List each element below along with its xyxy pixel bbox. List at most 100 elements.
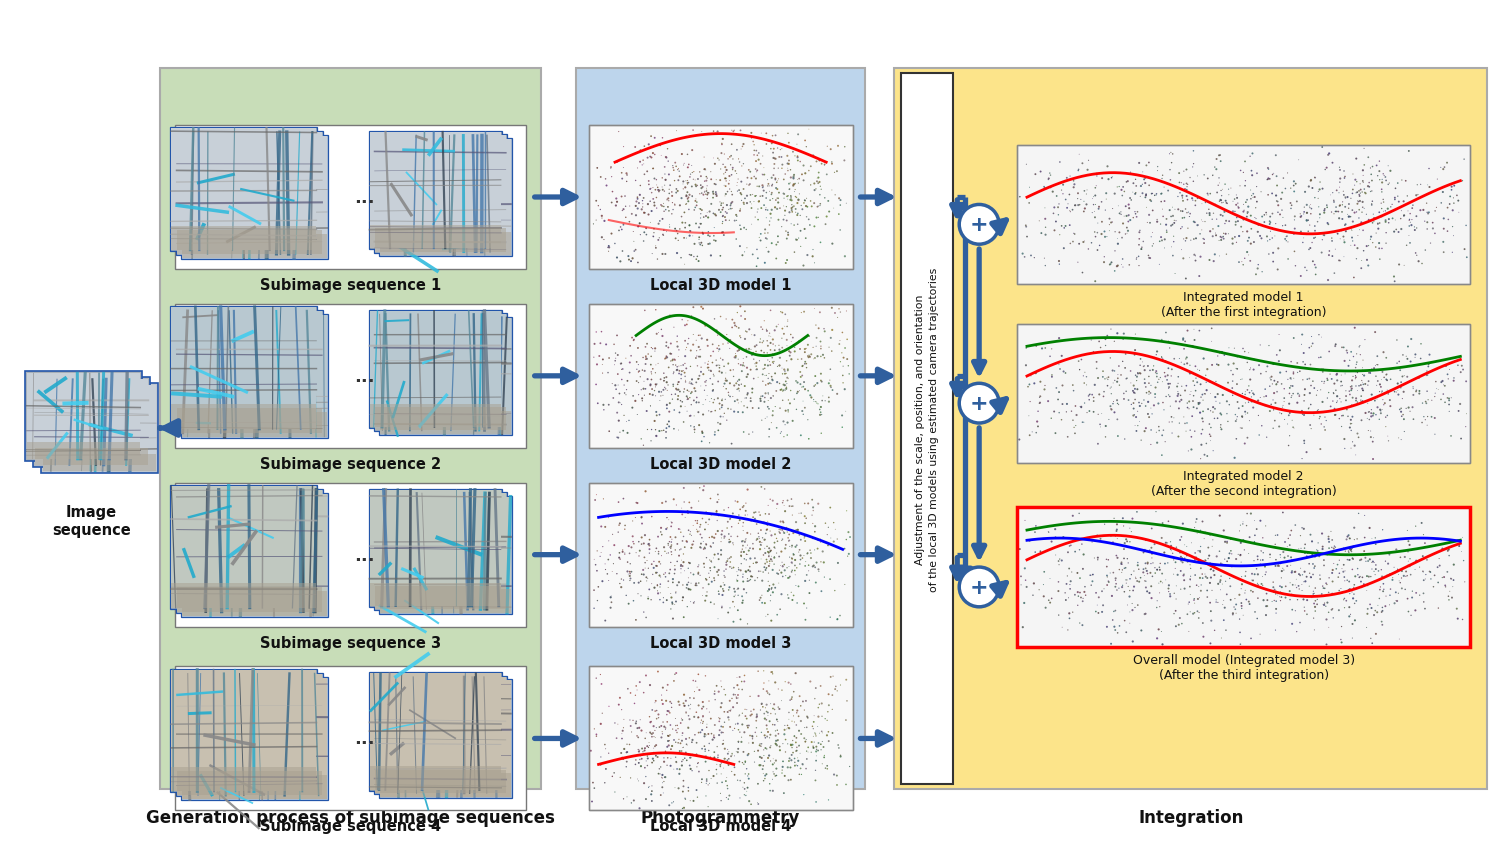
- Point: [645, 378, 669, 392]
- Point: [686, 756, 709, 769]
- Point: [818, 392, 842, 405]
- Point: [1144, 189, 1168, 202]
- Point: [592, 557, 616, 571]
- Point: [676, 572, 700, 585]
- Point: [1022, 577, 1046, 590]
- Point: [1208, 397, 1231, 410]
- Point: [1202, 169, 1225, 183]
- Point: [1218, 572, 1242, 585]
- Point: [1128, 367, 1152, 380]
- Point: [638, 533, 662, 547]
- Point: [1228, 421, 1252, 435]
- Point: [1101, 364, 1125, 378]
- Point: [1096, 371, 1120, 385]
- Point: [1168, 583, 1192, 596]
- Point: [1050, 380, 1074, 393]
- Point: [1198, 188, 1222, 201]
- Point: [681, 537, 705, 551]
- Point: [1172, 568, 1196, 582]
- Point: [1226, 215, 1250, 229]
- Point: [723, 495, 747, 508]
- Point: [1342, 581, 1366, 595]
- Point: [818, 377, 842, 391]
- Point: [690, 236, 714, 250]
- Point: [716, 705, 740, 719]
- Point: [672, 688, 696, 702]
- Point: [800, 735, 824, 749]
- Point: [778, 164, 802, 177]
- Point: [754, 524, 778, 537]
- Point: [600, 171, 624, 184]
- Point: [1263, 538, 1287, 552]
- Point: [1348, 348, 1372, 362]
- Point: [1260, 357, 1284, 371]
- Point: [1092, 583, 1116, 596]
- Point: [1450, 613, 1474, 627]
- Point: [620, 725, 644, 739]
- Point: [1310, 363, 1334, 376]
- Point: [664, 666, 688, 680]
- Point: [1238, 363, 1262, 377]
- Point: [772, 188, 796, 201]
- Point: [663, 563, 687, 577]
- Point: [798, 194, 822, 208]
- Point: [1080, 206, 1104, 220]
- Point: [804, 395, 828, 409]
- Point: [1288, 365, 1312, 379]
- Point: [821, 384, 844, 397]
- Point: [1134, 575, 1158, 589]
- Point: [1404, 519, 1428, 533]
- Point: [624, 717, 648, 730]
- Point: [754, 201, 778, 215]
- Point: [690, 713, 714, 727]
- Point: [609, 703, 633, 717]
- Point: [1334, 574, 1358, 588]
- Point: [1288, 569, 1312, 583]
- Point: [804, 763, 828, 777]
- Point: [1317, 572, 1341, 585]
- Point: [750, 202, 774, 216]
- Point: [770, 534, 794, 548]
- Point: [591, 492, 615, 506]
- Point: [651, 229, 675, 242]
- Point: [1137, 209, 1161, 223]
- Point: [1182, 158, 1206, 171]
- Point: [692, 303, 715, 316]
- Point: [1130, 397, 1154, 411]
- Point: [632, 206, 656, 220]
- Point: [774, 367, 798, 380]
- Point: [1136, 408, 1160, 421]
- Point: [1299, 207, 1323, 221]
- Point: [718, 390, 742, 403]
- Point: [1248, 229, 1272, 243]
- Point: [639, 400, 663, 414]
- Point: [1371, 194, 1395, 207]
- Point: [672, 364, 696, 378]
- Point: [1164, 395, 1188, 409]
- Point: [1383, 276, 1407, 289]
- Point: [783, 233, 807, 247]
- Point: [1316, 374, 1340, 387]
- Point: [772, 168, 796, 182]
- Point: [656, 511, 680, 525]
- Point: [788, 689, 812, 703]
- Point: [1216, 215, 1240, 229]
- Point: [602, 766, 625, 780]
- Point: [688, 170, 712, 183]
- Point: [1089, 195, 1113, 209]
- Point: [675, 193, 699, 206]
- Point: [1394, 550, 1417, 564]
- Point: [1131, 165, 1155, 179]
- Point: [648, 577, 672, 591]
- Point: [638, 537, 662, 551]
- Point: [747, 758, 771, 772]
- Point: [628, 752, 652, 766]
- Point: [754, 705, 778, 718]
- Point: [706, 564, 730, 577]
- Point: [746, 213, 770, 227]
- Point: [1274, 183, 1298, 196]
- Point: [618, 574, 642, 588]
- Point: [1419, 237, 1443, 251]
- Point: [1314, 600, 1338, 613]
- Point: [1356, 412, 1380, 426]
